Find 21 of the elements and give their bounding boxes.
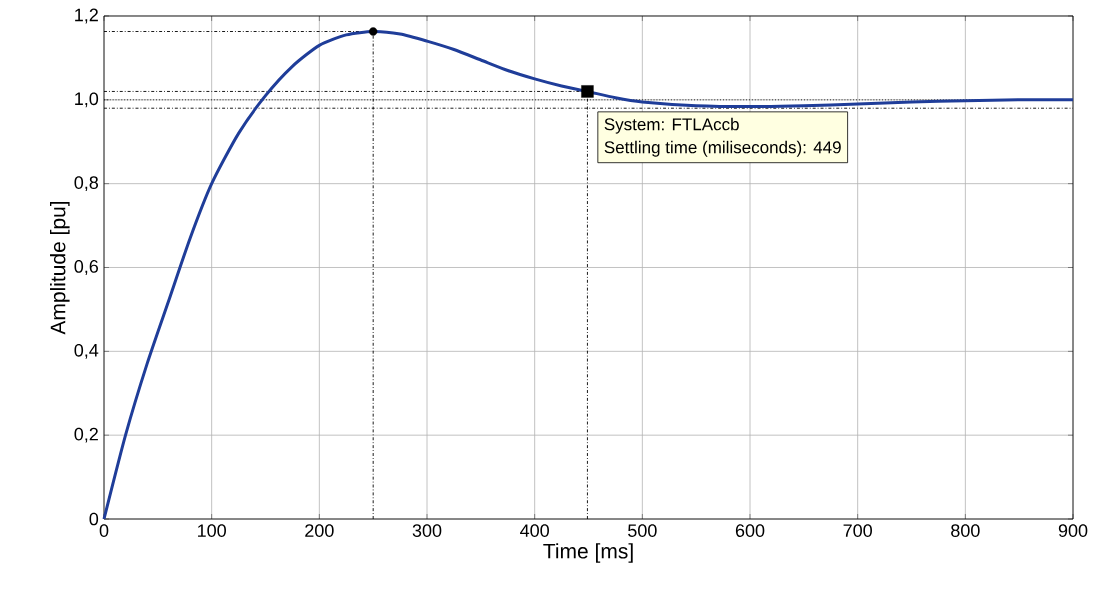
x-tick-label: 900 [1058, 524, 1088, 537]
y-tick-label: 1,0 [75, 92, 99, 108]
x-tick-label: 600 [735, 524, 765, 537]
x-tick-label: 200 [305, 524, 334, 537]
annotation: System: FTLAccb [604, 117, 739, 134]
x-tick-label: 300 [412, 524, 442, 537]
y-tick-label: 0 [89, 512, 99, 526]
y-tick-label: 0,2 [74, 427, 98, 443]
x-tick-label: 800 [951, 524, 980, 537]
y-tick-label: 0,6 [74, 260, 99, 275]
x-tick-label: 500 [628, 524, 657, 537]
y-axis-title: Amplitude [pu] [50, 201, 70, 335]
y-tick-label: 1,2 [75, 8, 98, 24]
annotation: Settling time (miliseconds): 449 [604, 140, 841, 157]
x-tick-label: 100 [198, 524, 226, 537]
x-tick-label: 0 [99, 524, 109, 537]
x-tick-label: 700 [843, 524, 872, 537]
x-axis-title: Time [ms] [543, 543, 633, 563]
y-tick-label: 0,4 [74, 343, 99, 359]
y-tick-label: 0,8 [74, 176, 99, 192]
x-tick-label: 400 [520, 524, 549, 537]
